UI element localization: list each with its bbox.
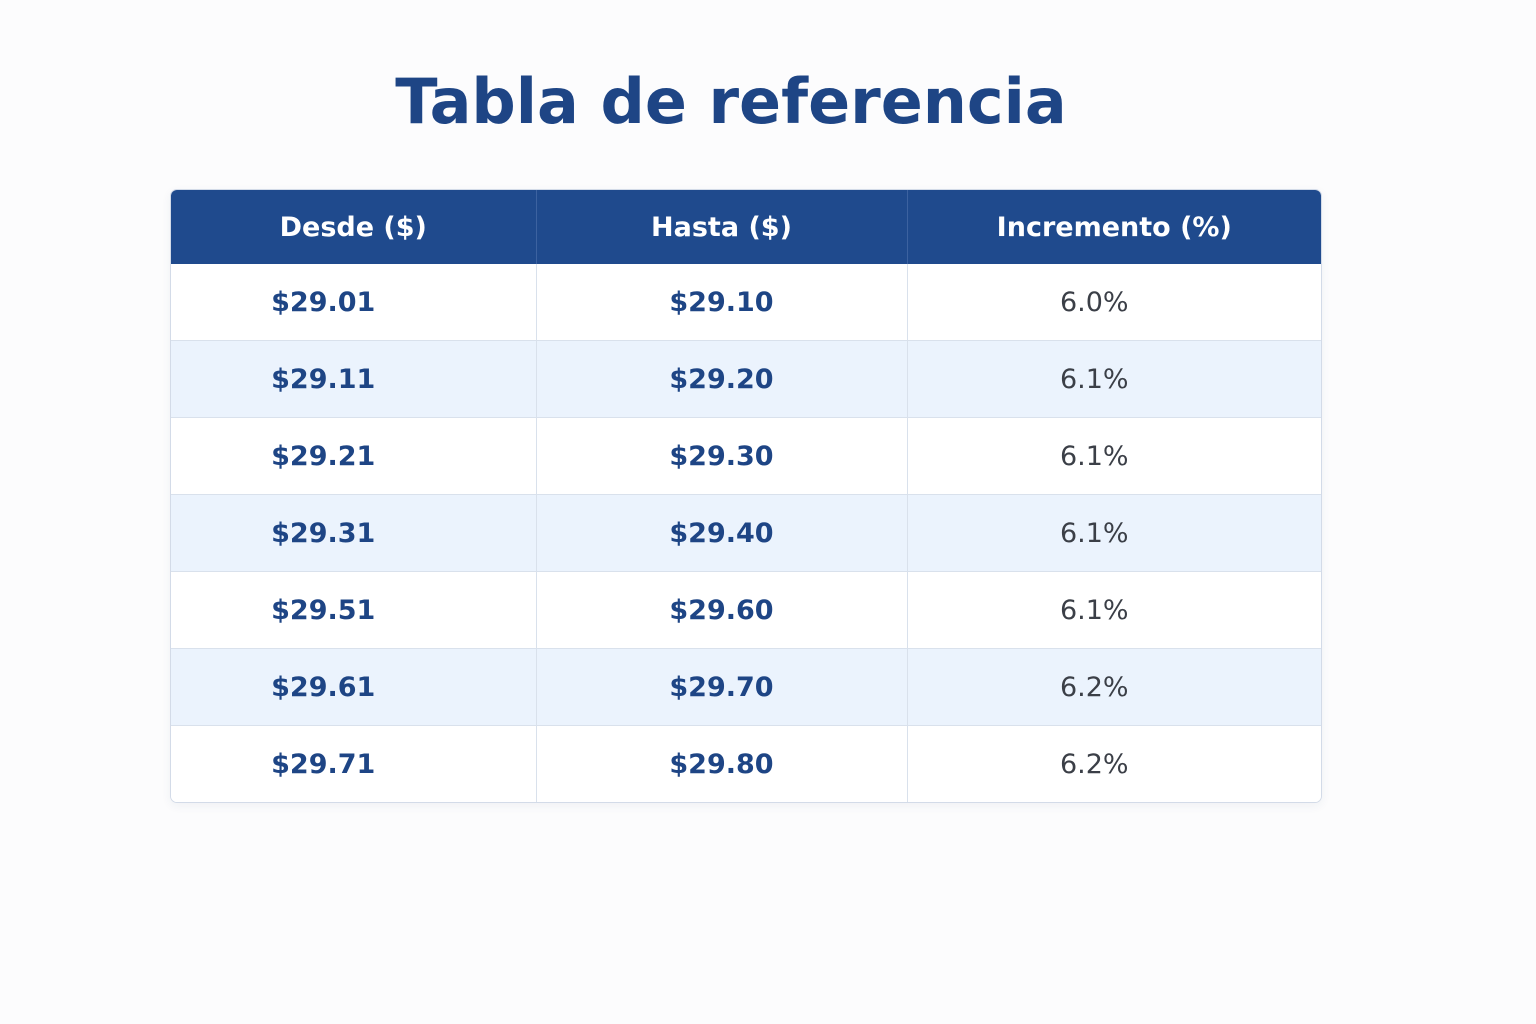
cell-hasta: $29.60 bbox=[535, 571, 907, 649]
cell-desde: $29.01 bbox=[171, 264, 536, 341]
table-row: $29.01 $29.10 6.0% bbox=[171, 264, 1321, 341]
cell-hasta: $29.80 bbox=[535, 725, 907, 802]
cell-hasta: $29.10 bbox=[535, 264, 907, 341]
reference-table-grid: Desde ($) Hasta ($) Incremento (%) $29.0… bbox=[171, 190, 1321, 802]
table-row: $29.61 $29.70 6.2% bbox=[171, 648, 1321, 726]
reference-table: Desde ($) Hasta ($) Incremento (%) $29.0… bbox=[170, 189, 1322, 803]
table-body: $29.01 $29.10 6.0% $29.11 $29.20 6.1% $2… bbox=[171, 264, 1321, 802]
cell-incremento: 6.0% bbox=[906, 264, 1321, 341]
cell-incremento: 6.2% bbox=[906, 725, 1321, 802]
table-row: $29.71 $29.80 6.2% bbox=[171, 725, 1321, 802]
cell-incremento: 6.1% bbox=[906, 494, 1321, 572]
table-header: Desde ($) Hasta ($) Incremento (%) bbox=[171, 190, 1321, 264]
column-header-desde: Desde ($) bbox=[171, 190, 536, 264]
table-row: $29.11 $29.20 6.1% bbox=[171, 340, 1321, 418]
table-header-row: Desde ($) Hasta ($) Incremento (%) bbox=[171, 190, 1321, 264]
cell-hasta: $29.70 bbox=[535, 648, 907, 726]
page-title: Tabla de referencia bbox=[395, 65, 1067, 138]
cell-incremento: 6.1% bbox=[906, 340, 1321, 418]
cell-desde: $29.51 bbox=[171, 571, 536, 649]
cell-desde: $29.11 bbox=[171, 340, 536, 418]
cell-desde: $29.61 bbox=[171, 648, 536, 726]
cell-desde: $29.21 bbox=[171, 417, 536, 495]
cell-incremento: 6.1% bbox=[906, 571, 1321, 649]
column-header-incremento: Incremento (%) bbox=[906, 190, 1321, 264]
cell-incremento: 6.1% bbox=[906, 417, 1321, 495]
table-row: $29.31 $29.40 6.1% bbox=[171, 494, 1321, 572]
table-row: $29.21 $29.30 6.1% bbox=[171, 417, 1321, 495]
cell-desde: $29.71 bbox=[171, 725, 536, 802]
column-header-hasta: Hasta ($) bbox=[535, 190, 907, 264]
table-row: $29.51 $29.60 6.1% bbox=[171, 571, 1321, 649]
cell-desde: $29.31 bbox=[171, 494, 536, 572]
cell-hasta: $29.20 bbox=[535, 340, 907, 418]
cell-hasta: $29.30 bbox=[535, 417, 907, 495]
cell-incremento: 6.2% bbox=[906, 648, 1321, 726]
cell-hasta: $29.40 bbox=[535, 494, 907, 572]
